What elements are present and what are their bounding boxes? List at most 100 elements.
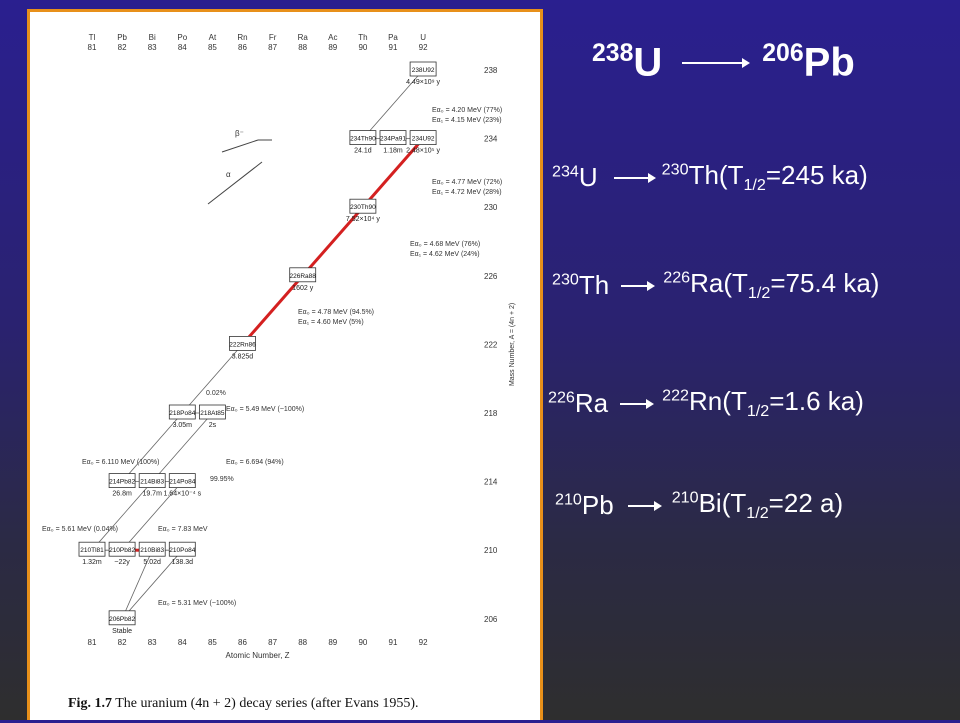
energy-annotation: Eα₀ = 5.31 MeV (~100%) xyxy=(158,600,236,607)
decay-daughter: 226Ra(T1/2=75.4 ka) xyxy=(663,268,880,303)
element-number: 86 xyxy=(238,43,247,52)
nuclide-label: 214Pb82 xyxy=(109,479,135,486)
x-tick-label: 91 xyxy=(389,638,398,647)
energy-annotation: Eα₀ = 6.110 MeV (100%) xyxy=(82,459,159,466)
energy-annotation: Eα₁ = 4.62 MeV (24%) xyxy=(410,251,480,258)
caption-label: Fig. 1.7 xyxy=(68,696,112,711)
decay-link xyxy=(121,549,183,620)
alpha-legend-line xyxy=(207,161,263,205)
element-number: 82 xyxy=(118,43,127,52)
element-symbol: Ra xyxy=(298,33,309,42)
nuclide-halflife: 19.7m xyxy=(142,491,162,498)
energy-annotation: Eα₀ = 4.20 MeV (77%) xyxy=(432,107,502,114)
nuclide-box xyxy=(108,610,136,626)
decay-link xyxy=(151,412,213,482)
nuclide-label: 238U92 xyxy=(412,67,435,74)
element-number: 91 xyxy=(389,43,398,52)
y-tick-label: 214 xyxy=(484,478,498,487)
energy-annotation: Eα₀ = 4.78 MeV (94.5%) xyxy=(298,309,374,316)
x-tick-label: 92 xyxy=(419,638,428,647)
decay-row-ra226: 226Ra 222Rn(T1/2=1.6 ka) xyxy=(548,386,864,421)
nuclide-label: 214Bi83 xyxy=(140,479,164,486)
nuclide-box xyxy=(349,130,377,145)
nuclide-box xyxy=(409,61,437,77)
nuclide-halflife: 4.49×10⁹ y xyxy=(406,79,440,86)
decay-link xyxy=(121,481,183,551)
y-tick-label: 218 xyxy=(484,409,498,418)
nuclide-box xyxy=(78,541,106,557)
decay-link xyxy=(121,412,183,482)
decay-row-u234: 234U 230Th(T1/2=245 ka) xyxy=(552,160,868,195)
decay-arrow-icon xyxy=(613,172,656,183)
decay-daughter: 230Th(T1/2=245 ka) xyxy=(661,160,868,195)
nuclide-box xyxy=(138,541,166,557)
nuclide-halflife: 2.48×10⁵ y xyxy=(406,148,440,155)
x-tick-label: 89 xyxy=(328,638,337,647)
nuclide-label: 218At85 xyxy=(200,410,225,417)
element-number: 83 xyxy=(148,43,157,52)
decay-arrow-icon xyxy=(621,280,656,291)
decay-chart-svg: Tl81Pb82Bi83Po84At85Rn86Fr87Ra88Ac89Th90… xyxy=(42,33,516,660)
decay-daughter: 222Rn(T1/2=1.6 ka) xyxy=(662,386,864,421)
nuclide-label: 234Th90 xyxy=(350,136,376,143)
decay-row-th230: 230Th 226Ra(T1/2=75.4 ka) xyxy=(552,268,879,303)
energy-annotation: Eα₀ = 4.77 MeV (72%) xyxy=(432,179,502,186)
main-arrow-icon xyxy=(682,57,751,68)
nuclide-box xyxy=(229,335,256,351)
x-tick-label: 87 xyxy=(268,638,277,647)
decay-parent: 210Pb xyxy=(555,490,614,521)
energy-annotation: Eα₁ = 4.15 MeV (23%) xyxy=(432,117,502,124)
element-symbol: Bi xyxy=(149,33,156,42)
energy-annotation: 99.95% xyxy=(210,476,234,483)
element-symbol: Pb xyxy=(117,33,127,42)
y-tick-label: 206 xyxy=(484,615,498,624)
element-symbol: Fr xyxy=(269,33,277,42)
element-symbol: Pa xyxy=(388,33,398,42)
main-equation: 238U 206Pb xyxy=(592,40,855,85)
decay-link xyxy=(362,69,424,139)
nuclide-box xyxy=(138,473,166,489)
energy-annotation: Eα₀ = 7.83 MeV xyxy=(158,526,208,533)
element-symbol: Tl xyxy=(89,33,96,42)
nuclide-box xyxy=(409,130,437,145)
nuclide-label: 206Pb82 xyxy=(109,616,135,623)
energy-annotation: Eα₀ = 5.49 MeV (~100%) xyxy=(226,406,304,413)
figure-caption: Fig. 1.7 The uranium (4n + 2) decay seri… xyxy=(68,696,419,712)
y-tick-label: 238 xyxy=(484,66,498,75)
nuclide-box xyxy=(168,473,196,489)
element-number: 85 xyxy=(208,43,217,52)
nuclide-label: 210Tl81 xyxy=(80,547,104,554)
x-tick-label: 90 xyxy=(358,638,367,647)
energy-annotation: Eα₀ = 5.61 MeV (0.04%) xyxy=(42,526,118,533)
y-tick-label: 210 xyxy=(484,546,498,555)
nuclide-halflife: 2s xyxy=(209,422,217,429)
nuclide-box xyxy=(108,541,136,557)
nuclide-halflife: 1602 y xyxy=(292,285,314,292)
decay-link xyxy=(91,481,153,551)
element-symbol: At xyxy=(209,33,217,42)
element-number: 81 xyxy=(88,43,97,52)
energy-annotation: Eα₀ = 4.68 MeV (76%) xyxy=(410,241,480,248)
element-number: 89 xyxy=(328,43,337,52)
nuclide-label: 226Ra88 xyxy=(290,273,317,280)
nuclide-label: 218Po84 xyxy=(169,410,195,417)
nuclide-box xyxy=(379,130,407,145)
nuclide-halflife: 1.64×10⁻⁴ s xyxy=(163,491,201,498)
nuclide-halflife: 24.1d xyxy=(354,148,372,155)
x-tick-label: 81 xyxy=(88,638,97,647)
decay-series-figure: Tl 81 Pb 82 Bi 83 Po 84 At 85 Rn 86 Fr 87 Ra 88 Ac 89 Th 90… xyxy=(27,9,543,720)
energy-annotation: 0.02% xyxy=(206,390,226,397)
x-axis-label: Atomic Number, Z xyxy=(226,651,290,660)
nuclide-box xyxy=(289,267,317,283)
decay-link xyxy=(181,344,243,414)
highlight-decay-link xyxy=(361,137,425,209)
decay-arrow-icon xyxy=(627,500,662,511)
decay-link xyxy=(121,550,153,619)
element-symbol: Rn xyxy=(237,33,247,42)
highlight-decay-link xyxy=(241,274,304,346)
y-axis-label: Mass Number, A = (4n + 2) xyxy=(509,303,516,386)
decay-parent: 226Ra xyxy=(548,388,609,419)
main-daughter: 206Pb xyxy=(762,40,855,85)
element-number: 84 xyxy=(178,43,187,52)
nuclide-halflife: Stable xyxy=(112,628,132,635)
